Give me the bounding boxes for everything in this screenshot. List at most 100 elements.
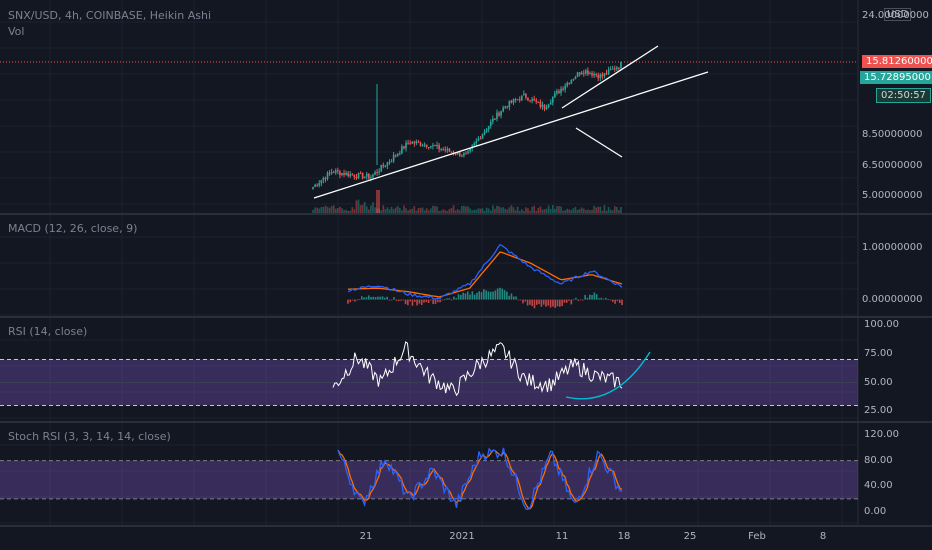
macd-histogram-bar [367,295,370,300]
time-axis-tick: Feb [748,531,766,542]
volume-bar [363,201,366,213]
macd-histogram-bar [538,299,540,305]
volume-bar [413,206,416,213]
macd-histogram-bar [377,296,379,300]
macd-histogram-bar [402,299,405,301]
volume-bar [324,205,327,213]
macd-histogram-bar [485,290,487,300]
macd-histogram-bar [570,299,573,305]
candle-body [345,172,347,175]
macd-histogram-bar [593,292,596,300]
volume-bar [525,207,527,213]
macd-histogram-bar [565,299,568,303]
macd-histogram-bar [561,299,563,306]
candle-body [370,177,372,179]
macd-histogram-bar [503,290,506,300]
volume-bar [618,210,620,213]
volume-bar [314,207,316,213]
macd-histogram-bar [361,296,363,300]
candle-body [318,183,321,186]
candle-body [481,134,484,139]
candle-body [465,153,467,155]
macd-axis-tick: 1.00000000 [862,241,923,253]
candle-body [463,153,465,156]
volume-bar [520,209,523,213]
volume-bar [423,210,426,213]
rsi-axis-tick: 50.00 [864,376,893,388]
candle-body [601,74,604,77]
macd-histogram-bar [476,292,478,300]
macd-histogram-bar [515,296,517,300]
macd-histogram-bar [460,294,462,300]
candle-body [349,174,352,177]
stoch-d-line [337,449,623,510]
macd-histogram-bar [575,297,577,300]
macd-histogram-bar [607,299,609,300]
candle-body [401,146,403,154]
candle-body [444,149,447,151]
currency-label[interactable]: USD [884,8,912,21]
volume-bar [560,206,562,213]
macd-histogram-bar [471,291,474,300]
volume-bar [549,209,552,213]
volume-bar [374,207,376,213]
time-axis-tick: 18 [617,531,631,542]
volume-bar [434,205,436,213]
candle-body [506,106,509,108]
volume-bar [386,207,389,213]
volume-bar [603,205,606,213]
candle-body [516,99,519,101]
macd-histogram-bar [559,299,561,307]
macd-histogram-bar [605,297,607,300]
candle-body [440,149,442,151]
volume-bar [430,208,432,213]
volume-bar [595,207,597,213]
candle-body [578,72,581,75]
time-axis-tick: 8 [819,531,827,542]
candle-body [620,62,622,68]
candle-body [380,164,383,172]
candle-body [436,144,438,147]
volume-bar [607,207,610,213]
volume-bar [599,206,602,213]
candle-body [545,107,548,109]
macd-histogram-bar [614,299,616,304]
candle-body [475,140,478,144]
macd-histogram-bar [595,294,598,300]
candle-body [376,172,378,174]
volume-bar [543,209,546,213]
rsi-line [332,341,623,397]
candle-body [479,138,482,140]
candle-body [510,100,513,103]
macd-histogram-bar [621,299,623,306]
candle-body [467,151,469,154]
macd-histogram-bar [416,299,418,306]
volume-bar [349,210,352,213]
candle-body [322,178,325,181]
volume-bar [368,209,370,213]
volume-bar [332,205,335,213]
volume-bar [390,206,393,213]
candle-body [618,67,620,69]
candle-body [605,73,608,75]
volume-bar [506,209,509,213]
candle-body [554,93,556,98]
macd-histogram-bar [536,299,538,305]
candle-body [611,68,614,70]
candle-body [372,174,374,178]
volume-bar [551,205,554,213]
macd-histogram-bar [618,299,621,304]
macd-histogram-bar [455,298,458,300]
candle-body [454,153,457,155]
volume-bar [485,207,488,213]
macd-histogram-bar [430,299,432,301]
volume-bar [475,209,478,213]
candle-body [570,80,573,84]
candle-body [330,172,333,174]
candle-body [572,79,575,81]
volume-bar [419,207,422,213]
candle-body [324,178,327,180]
symbol-title: SNX/USD, 4h, COINBASE, Heikin Ashi [8,9,211,22]
candle-body [585,70,587,74]
